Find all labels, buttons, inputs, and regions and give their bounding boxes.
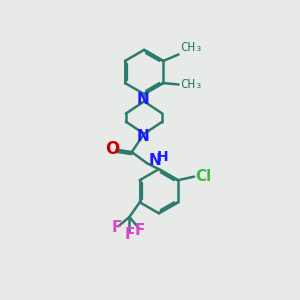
Text: F: F <box>134 223 145 238</box>
Text: F: F <box>124 226 135 242</box>
Text: CH₃: CH₃ <box>180 78 202 91</box>
Text: Cl: Cl <box>195 169 212 184</box>
Text: H: H <box>157 150 169 164</box>
Text: N: N <box>149 153 162 168</box>
Text: CH₃: CH₃ <box>180 41 202 54</box>
Text: N: N <box>136 92 149 106</box>
Text: O: O <box>105 140 119 158</box>
Text: F: F <box>112 220 122 236</box>
Text: N: N <box>136 129 149 144</box>
